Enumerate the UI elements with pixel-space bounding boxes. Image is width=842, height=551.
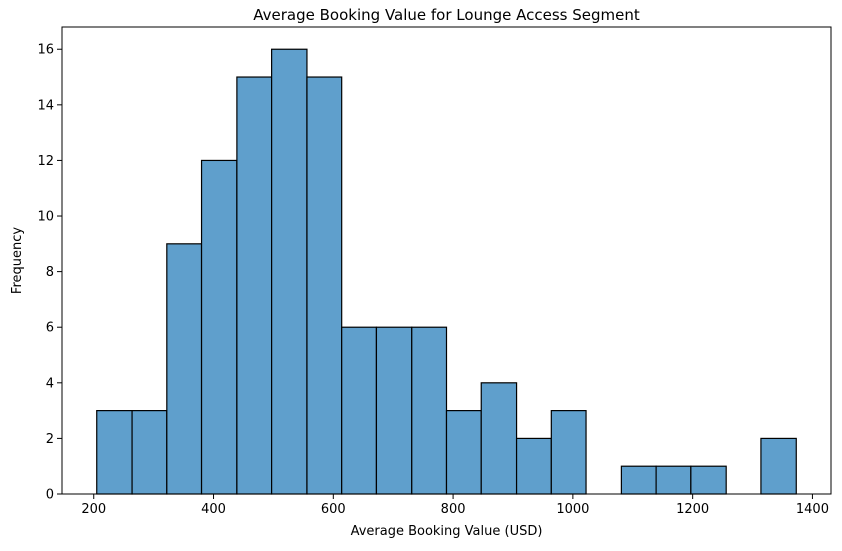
histogram-bar — [271, 48, 308, 495]
histogram-bar — [655, 465, 692, 495]
chart-title: Average Booking Value for Lounge Access … — [253, 6, 640, 24]
histogram-bar — [236, 76, 273, 495]
y-tick-label: 0 — [46, 488, 54, 503]
y-tick-label: 4 — [46, 376, 54, 391]
bars-group — [96, 48, 797, 495]
y-axis-title: Frequency — [10, 227, 25, 294]
histogram-bar — [550, 410, 587, 495]
histogram-bar — [341, 326, 378, 495]
histogram-bar — [131, 410, 168, 495]
y-tick-label: 2 — [46, 432, 54, 447]
y-tick-label: 10 — [37, 210, 54, 225]
x-axis-title: Average Booking Value (USD) — [351, 524, 543, 539]
y-tick-label: 8 — [46, 265, 54, 280]
x-tick-label: 1000 — [556, 502, 589, 517]
x-tick-label: 600 — [321, 502, 346, 517]
histogram-bar — [620, 465, 657, 495]
x-tick-label: 200 — [81, 502, 106, 517]
histogram-bar — [166, 243, 203, 495]
histogram-bar — [480, 382, 518, 495]
x-tick-label: 1200 — [676, 502, 709, 517]
histogram-bar — [96, 410, 133, 495]
histogram-bar — [411, 326, 448, 495]
histogram-bar — [515, 437, 552, 495]
histogram-bar — [375, 326, 413, 495]
histogram-bar — [306, 76, 343, 495]
histogram-bar — [445, 410, 482, 495]
histogram-bar — [760, 437, 797, 495]
x-axis-ticks: 200 400 600 800 1000 1200 1400 — [81, 494, 829, 517]
plot-frame — [61, 26, 832, 495]
x-tick-label: 400 — [201, 502, 226, 517]
x-tick-label: 800 — [441, 502, 466, 517]
histogram-bar — [690, 465, 727, 495]
y-axis-ticks: 0 2 4 6 8 10 12 14 16 — [37, 43, 62, 503]
y-tick-label: 6 — [46, 321, 54, 336]
y-tick-label: 12 — [37, 154, 54, 169]
y-tick-label: 14 — [37, 98, 54, 113]
x-tick-label: 1400 — [796, 502, 829, 517]
histogram-bar — [200, 159, 238, 495]
y-tick-label: 16 — [37, 43, 54, 58]
